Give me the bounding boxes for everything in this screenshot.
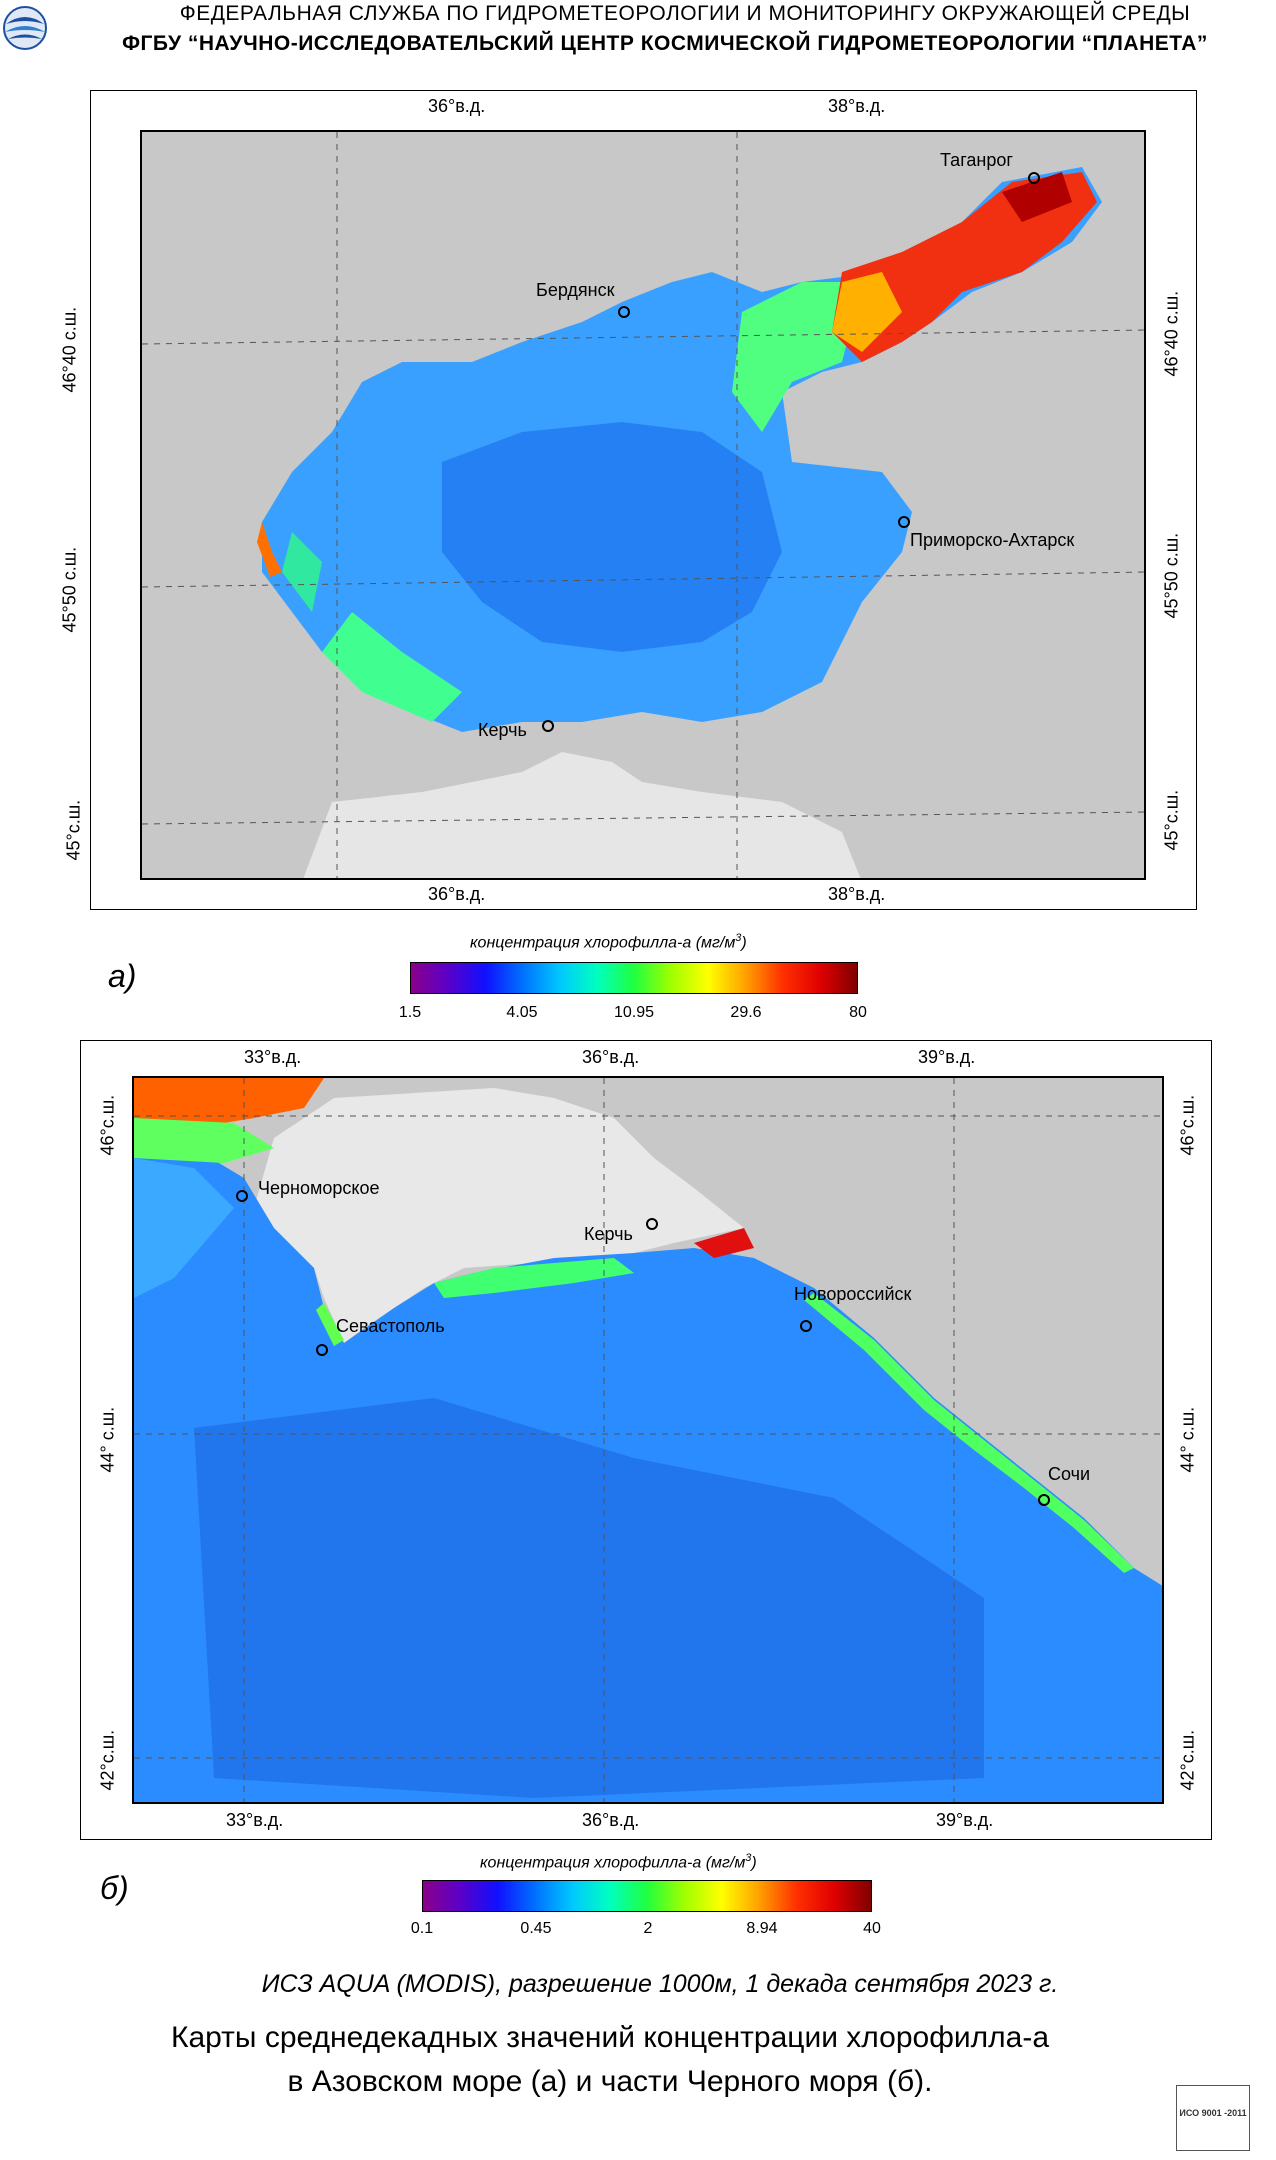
map-a-lat-left-4640: 46°40 с.ш. (59, 306, 80, 393)
map-b-colorbar-title: концентрация хлорофилла-а (мг/м3) (480, 1852, 757, 1872)
map-a-colorbar-title: концентрация хлорофилла-а (мг/м3) (470, 932, 747, 952)
map-b-lat-right-46: 46°с.ш. (1177, 1094, 1198, 1156)
map-a-lon-top-38: 38°в.д. (828, 96, 886, 116)
map-a-lat-left-4550: 45°50 с.ш. (59, 546, 80, 633)
map-b-colorbar-label: 2 (643, 1920, 653, 1937)
iso-certification-stamp: ИСО 9001 -2011 (1176, 2085, 1250, 2151)
map-a-lon-bottom-36: 36°в.д. (428, 884, 486, 904)
city-novorossiysk-marker (800, 1320, 812, 1332)
city-kerch-b-marker (646, 1218, 658, 1230)
map-b-lon-top-33: 33°в.д. (244, 1047, 302, 1067)
map-b-colorbar (422, 1880, 872, 1912)
city-taganrog-label: Таганрог (940, 150, 1013, 170)
map-b-lat-left-46: 46°с.ш. (97, 1094, 118, 1156)
map-a-lon-top-36: 36°в.д. (428, 96, 486, 116)
map-b-colorbar-label: 0.45 (520, 1920, 552, 1937)
map-b-lon-bottom-39: 39°в.д. (936, 1810, 994, 1830)
city-kerch-a-label: Керчь (478, 720, 527, 740)
map-a-colorbar-label: 1.5 (398, 1004, 422, 1021)
panel-letter-a: а) (108, 958, 137, 994)
map-a-lat-left-45: 45°с.ш. (63, 799, 84, 861)
city-sochi-marker (1038, 1494, 1050, 1506)
map-b-lat-left-44: 44° с.ш. (97, 1406, 118, 1473)
map-b-lat-right-42: 42°с.ш. (1177, 1729, 1198, 1791)
iso-stamp-text: ИСО 9001 -2011 (1179, 2108, 1247, 2118)
map-b-lon-top-39: 39°в.д. (918, 1047, 976, 1067)
map-a-colorbar-label: 80 (849, 1004, 867, 1021)
map-a-lon-bottom-38: 38°в.д. (828, 884, 886, 904)
map-b-lat-right-44: 44° с.ш. (1177, 1406, 1198, 1473)
map-a-colorbar-label: 10.95 (613, 1004, 655, 1021)
map-b-colorbar-label: 8.94 (746, 1920, 778, 1937)
city-sevastopol-marker (316, 1344, 328, 1356)
city-kerch-a-marker (542, 720, 554, 732)
map-a-azov-chlorophyll[interactable] (140, 130, 1146, 880)
map-a-colorbar (410, 962, 858, 994)
map-b-black-sea-chlorophyll[interactable] (132, 1076, 1164, 1804)
map-b-lon-bottom-36: 36°в.д. (582, 1810, 640, 1830)
city-chernomorskoe-label: Черноморское (258, 1178, 380, 1198)
figure-caption: Карты среднедекадных значений концентрац… (60, 2016, 1160, 2104)
city-berdyansk-marker (618, 306, 630, 318)
map-b-lon-bottom-33: 33°в.д. (226, 1810, 284, 1830)
figure-caption-line2: в Азовском море (а) и части Черного моря… (287, 2065, 933, 2098)
map-b-lat-left-42: 42°с.ш. (97, 1729, 118, 1791)
city-taganrog-marker (1028, 172, 1040, 184)
header-agency: ФЕДЕРАЛЬНАЯ СЛУЖБА ПО ГИДРОМЕТЕОРОЛОГИИ … (179, 2, 1191, 25)
city-primorsko-akhtarsk-marker (898, 516, 910, 528)
map-a-colorbar-label: 29.6 (730, 1004, 762, 1021)
map-b-colorbar-label: 0.1 (410, 1920, 434, 1937)
city-kerch-b-label: Керчь (584, 1224, 633, 1244)
city-primorsko-akhtarsk-label: Приморско-Ахтарск (910, 530, 1075, 550)
city-sochi-label: Сочи (1048, 1464, 1091, 1484)
panel-letter-b: б) (100, 1870, 129, 1906)
figure-caption-line1: Карты среднедекадных значений концентрац… (171, 2021, 1049, 2054)
city-berdyansk-label: Бердянск (536, 280, 615, 300)
header-institute: ФГБУ “НАУЧНО-ИССЛЕДОВАТЕЛЬСКИЙ ЦЕНТР КОС… (122, 32, 1208, 55)
city-sevastopol-label: Севастополь (336, 1316, 445, 1336)
map-b-colorbar-label: 40 (863, 1920, 881, 1937)
data-source-caption: ИСЗ AQUA (MODIS), разрешение 1000м, 1 де… (261, 1970, 1059, 1998)
map-a-lat-right-4550: 45°50 с.ш. (1161, 532, 1182, 619)
planeta-globe-icon (2, 2, 48, 54)
map-a-colorbar-label: 4.05 (506, 1004, 538, 1021)
map-a-lat-right-4640: 46°40 с.ш. (1161, 290, 1182, 377)
map-b-lon-top-36: 36°в.д. (582, 1047, 640, 1067)
city-novorossiysk-label: Новороссийск (794, 1284, 912, 1304)
map-a-lat-right-45: 45°с.ш. (1161, 789, 1182, 851)
city-chernomorskoe-marker (236, 1190, 248, 1202)
